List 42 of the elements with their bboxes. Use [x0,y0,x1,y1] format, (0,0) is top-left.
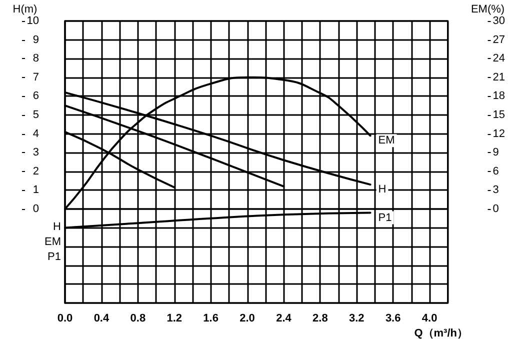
x-tick-label: 2.4 [276,312,292,324]
y-tick-label: 10 [26,15,39,27]
y2-tick-label: 27 [492,34,506,46]
series-label: H [378,184,386,196]
y2-tick-label: 6 [492,165,499,178]
x-tick-label: 0.4 [94,312,110,324]
text: EM [44,236,61,248]
y2-tick-label: 3 [492,184,499,196]
y-tick-label: 2 [32,165,39,178]
y-tick-label: 8 [32,52,39,65]
y2-axis-title: EM(%) [470,4,505,16]
y2-tick-label: 30 [492,15,506,27]
x-tick-label: 3.2 [348,312,364,324]
y-tick-label: 5 [32,109,39,121]
x-tick-label: 1.6 [203,312,218,324]
y2-tick-label: 0 [492,203,499,215]
y-tick-label: 7 [32,71,39,84]
y-tick-label: 1 [32,184,39,196]
y-tick-label: 3 [32,146,39,159]
y-tick-label: 4 [32,128,39,140]
x-tick-label: 4.0 [422,312,438,324]
y2-tick-label: 9 [492,146,499,159]
series-label: EM [378,134,395,147]
y2-tick-label: 21 [492,71,506,84]
series-label: P1 [378,212,392,224]
y-tick-label: 6 [32,90,39,102]
x-tick-label: 0.8 [130,312,146,324]
x-tick-label: 2.8 [312,312,328,324]
x-tick-label: 3.6 [385,312,401,324]
x-axis-title: Q（m³/h） [414,328,468,339]
x-tick-label: 2.0 [240,312,255,324]
y2-tick-label: 24 [492,52,506,65]
y-tick-label: 0 [32,203,39,215]
y2-tick-label: 12 [492,128,506,140]
y2-tick-label: 18 [492,90,506,102]
text: P1 [48,251,61,263]
y-tick-label: 9 [32,34,39,46]
x-tick-label: 1.2 [166,312,182,324]
y2-tick-label: 15 [492,109,506,121]
text: H [53,221,62,233]
y-axis-title: H(m) [12,4,38,16]
x-tick-label: 0.0 [57,312,73,324]
